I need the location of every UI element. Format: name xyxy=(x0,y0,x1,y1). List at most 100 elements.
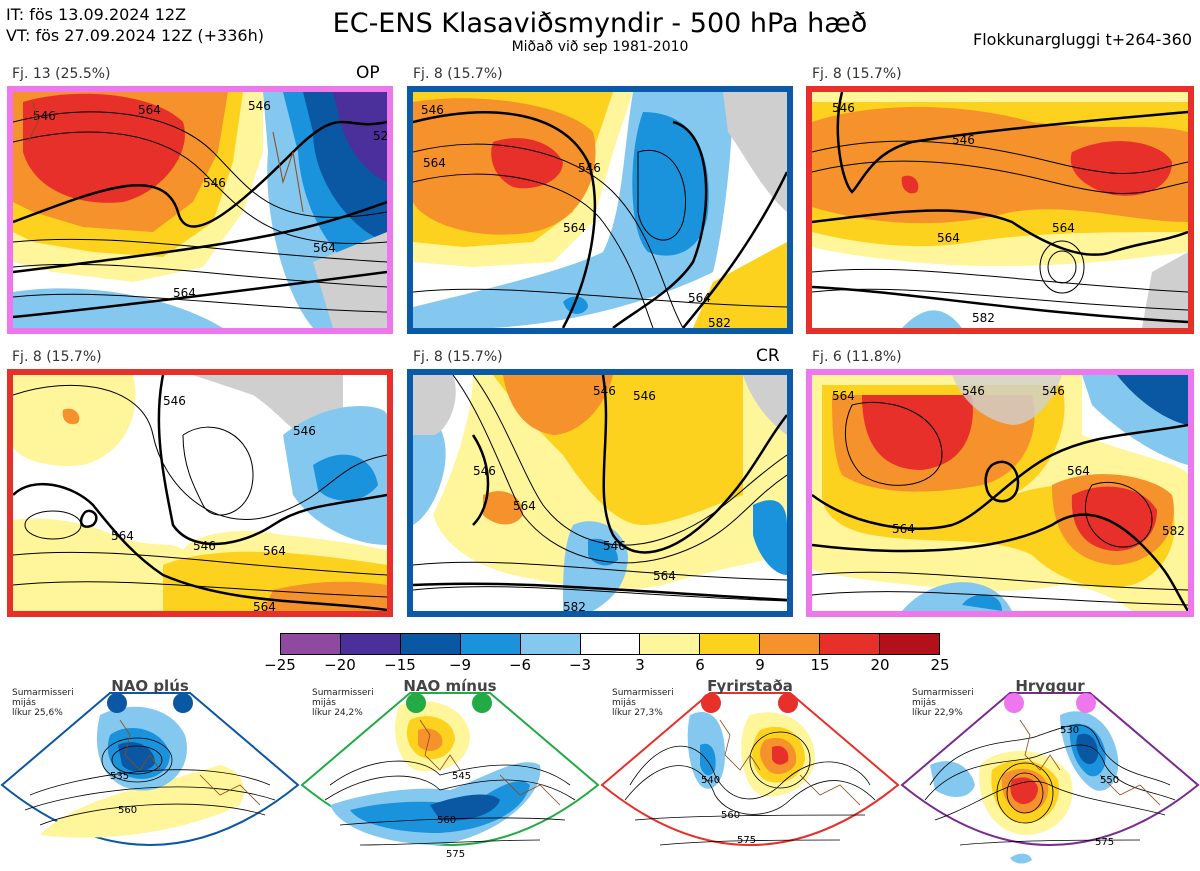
regime-note-season: Sumarmisseri xyxy=(612,688,674,698)
colorbar-tick: −6 xyxy=(508,656,532,674)
svg-text:582: 582 xyxy=(708,316,731,328)
valid-time: VT: fös 27.09.2024 12Z (+336h) xyxy=(6,26,264,45)
svg-text:528: 528 xyxy=(373,129,387,143)
regime-note-probability: líkur 22,9% xyxy=(912,708,963,718)
svg-text:582: 582 xyxy=(972,311,995,325)
svg-text:546: 546 xyxy=(1042,384,1065,398)
colorbar-swatch xyxy=(760,634,821,654)
regime-contour-label: 575 xyxy=(446,849,465,860)
regime-note-probability: líkur 27,3% xyxy=(612,708,663,718)
svg-text:564: 564 xyxy=(263,544,286,558)
regime-title: Hryggur xyxy=(1015,677,1085,695)
regime-note-season: Sumarmisseri xyxy=(912,688,974,698)
svg-text:564: 564 xyxy=(563,221,586,235)
anomaly-map-4: 546 546 564 546 564 564 xyxy=(13,375,387,611)
regime-note-period: mijás xyxy=(312,698,336,708)
colorbar-tick: 25 xyxy=(930,656,950,674)
regime-map-blocking: 540 560 575 xyxy=(600,692,900,846)
svg-text:564: 564 xyxy=(138,103,161,117)
colorbar-swatch xyxy=(400,634,461,654)
regime-note-period: mijás xyxy=(12,698,36,708)
colorbar-tick: −3 xyxy=(568,656,592,674)
regime-note: Sumarmisseri mijás líkur 25,6% xyxy=(12,688,74,718)
regime-note-probability: líkur 25,6% xyxy=(12,708,63,718)
regime-map-nao-plus: 535 560 xyxy=(0,692,300,846)
cluster-map-5: 546 546 546 564 546 564 582 xyxy=(407,369,793,617)
svg-text:564: 564 xyxy=(937,231,960,245)
panel-6-label: Fj. 6 (11.8%) xyxy=(812,349,902,365)
regime-title: NAO plús xyxy=(111,677,189,695)
regime-contour-label: 560 xyxy=(437,815,456,826)
svg-text:546: 546 xyxy=(421,103,444,117)
panel-1-label: Fj. 13 (25.5%) xyxy=(12,66,111,82)
svg-text:564: 564 xyxy=(892,522,915,536)
colorbar-tick: −15 xyxy=(384,656,416,674)
cluster-map-1: 546 564 546 546 564 564 528 xyxy=(7,86,393,334)
regime-contour-label: 560 xyxy=(118,805,137,816)
colorbar-tick: −20 xyxy=(324,656,356,674)
svg-text:564: 564 xyxy=(313,241,336,255)
colorbar-swatch xyxy=(820,634,881,654)
anomaly-map-2: 546 564 546 564 564 582 xyxy=(413,92,787,328)
colorbar-tick: 3 xyxy=(635,656,645,674)
regime-blocking: 540 560 575 Fyrirstaða Sumarmisseri mijá… xyxy=(600,675,900,871)
colorbar-swatch xyxy=(340,634,401,654)
regime-contour-label: 545 xyxy=(452,771,471,782)
regime-marker xyxy=(406,693,426,713)
svg-text:564: 564 xyxy=(832,389,855,403)
panel-2-label: Fj. 8 (15.7%) xyxy=(413,66,503,82)
colorbar-tick: −25 xyxy=(264,656,296,674)
regime-marker xyxy=(778,693,798,713)
regime-marker xyxy=(1076,693,1096,713)
svg-text:546: 546 xyxy=(633,389,656,403)
regime-note: Sumarmisseri mijás líkur 24,2% xyxy=(312,688,374,718)
colorbar-swatch xyxy=(281,634,341,654)
regime-contour-label: 575 xyxy=(1095,837,1114,848)
svg-text:546: 546 xyxy=(962,384,985,398)
svg-text:546: 546 xyxy=(293,424,316,438)
page-title: EC-ENS Klasaviðsmyndir - 500 hPa hæð xyxy=(332,8,868,39)
colorbar-swatch xyxy=(460,634,521,654)
regime-note-season: Sumarmisseri xyxy=(312,688,374,698)
anomaly-colorbar xyxy=(280,633,940,655)
regime-map-nao-minus: 545 560 575 xyxy=(300,692,600,860)
colorbar-tick: 6 xyxy=(695,656,705,674)
regime-note-season: Sumarmisseri xyxy=(12,688,74,698)
regime-contour-label: 535 xyxy=(110,771,129,782)
regime-marker xyxy=(173,693,193,713)
panel-5-tag: CR xyxy=(756,346,780,366)
regime-contour-label: 530 xyxy=(1060,725,1079,736)
svg-text:582: 582 xyxy=(1162,524,1185,538)
svg-text:546: 546 xyxy=(193,539,216,553)
svg-text:564: 564 xyxy=(111,529,134,543)
regime-note: Sumarmisseri mijás líkur 22,9% xyxy=(912,688,974,718)
panel-5-label: Fj. 8 (15.7%) xyxy=(413,349,503,365)
colorbar-tick: 9 xyxy=(755,656,765,674)
colorbar-tick: −9 xyxy=(448,656,472,674)
colorbar-swatch xyxy=(520,634,581,654)
page-subtitle: Miðað við sep 1981-2010 xyxy=(511,39,689,55)
svg-text:564: 564 xyxy=(653,569,676,583)
regime-contour-label: 560 xyxy=(721,810,740,821)
svg-text:546: 546 xyxy=(952,133,975,147)
svg-text:546: 546 xyxy=(203,176,226,190)
classification-window: Flokkunargluggi t+264-360 xyxy=(973,30,1192,49)
svg-text:546: 546 xyxy=(33,109,56,123)
anomaly-map-3: 546 546 564 564 582 xyxy=(812,92,1188,328)
regime-marker xyxy=(472,693,492,713)
cluster-map-2: 546 564 546 564 564 582 xyxy=(407,86,793,334)
colorbar-swatch xyxy=(580,634,641,654)
regime-note: Sumarmisseri mijás líkur 27,3% xyxy=(612,688,674,718)
regime-contour-label: 575 xyxy=(737,835,756,846)
anomaly-map-1: 546 564 546 546 564 564 528 xyxy=(13,92,387,328)
svg-text:546: 546 xyxy=(593,384,616,398)
colorbar-tick: 20 xyxy=(870,656,890,674)
colorbar-swatch xyxy=(640,634,701,654)
svg-text:564: 564 xyxy=(173,286,196,300)
regime-contour-label: 540 xyxy=(701,775,720,786)
regime-marker xyxy=(701,693,721,713)
svg-text:564: 564 xyxy=(513,499,536,513)
svg-text:564: 564 xyxy=(688,291,711,305)
svg-text:564: 564 xyxy=(423,156,446,170)
anomaly-map-6: 564 546 546 564 564 582 xyxy=(812,375,1188,611)
